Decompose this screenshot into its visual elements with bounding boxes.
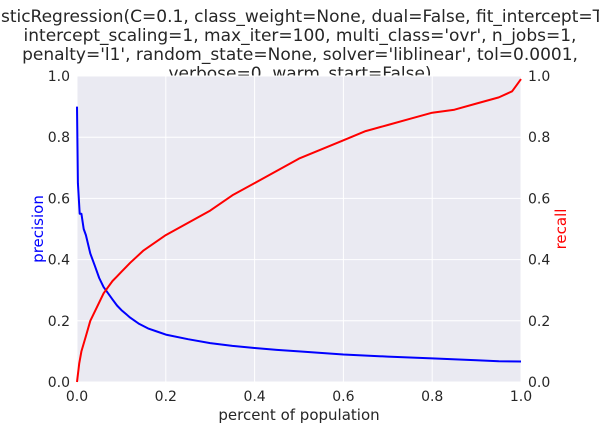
y-axis-label-right: recall (552, 209, 570, 250)
x-tick-labels: 0.0 0.2 0.4 0.6 0.8 1.0 (66, 389, 532, 405)
y-axis-label-left: precision (29, 195, 47, 263)
title-line-2: intercept_scaling=1, max_iter=100, multi… (24, 26, 577, 46)
chart-title: LogisticRegression(C=0.1, class_weight=N… (0, 7, 599, 84)
y-tick-label-right: 1.0 (528, 69, 550, 85)
grid (76, 75, 522, 383)
y-tick-label-left: 0.8 (48, 130, 70, 146)
precision-line (76, 106, 522, 363)
x-tick-label: 1.0 (510, 389, 532, 405)
x-tick-label: 0.2 (155, 389, 177, 405)
y-tick-label-right: 0.6 (528, 191, 550, 207)
recall-line (76, 78, 522, 383)
x-tick-label: 0.8 (421, 389, 443, 405)
title-line-3: penalty='l1', random_state=None, solver=… (22, 45, 578, 65)
y-tick-labels-left: 0.0 0.2 0.4 0.6 0.8 1.0 (48, 69, 70, 391)
y-tick-label-left: 1.0 (48, 69, 70, 85)
y-tick-label-right: 0.4 (528, 253, 550, 269)
y-tick-label-right: 0.2 (528, 314, 550, 330)
x-tick-label: 0.0 (66, 389, 88, 405)
series-layer (76, 78, 522, 383)
y-tick-label-right: 0.8 (528, 130, 550, 146)
y-tick-label-left: 0.2 (48, 314, 70, 330)
x-tick-label: 0.4 (243, 389, 265, 405)
y-tick-label-left: 0.4 (48, 253, 70, 269)
y-tick-label-left: 0.6 (48, 191, 70, 207)
x-axis-label: percent of population (218, 406, 379, 424)
y-tick-label-right: 0.0 (528, 375, 550, 391)
title-line-1: LogisticRegression(C=0.1, class_weight=N… (0, 7, 599, 27)
y-tick-labels-right: 0.0 0.2 0.4 0.6 0.8 1.0 (528, 69, 550, 391)
plot-background (77, 76, 521, 382)
y-tick-label-left: 0.0 (48, 375, 70, 391)
x-tick-label: 0.6 (332, 389, 354, 405)
